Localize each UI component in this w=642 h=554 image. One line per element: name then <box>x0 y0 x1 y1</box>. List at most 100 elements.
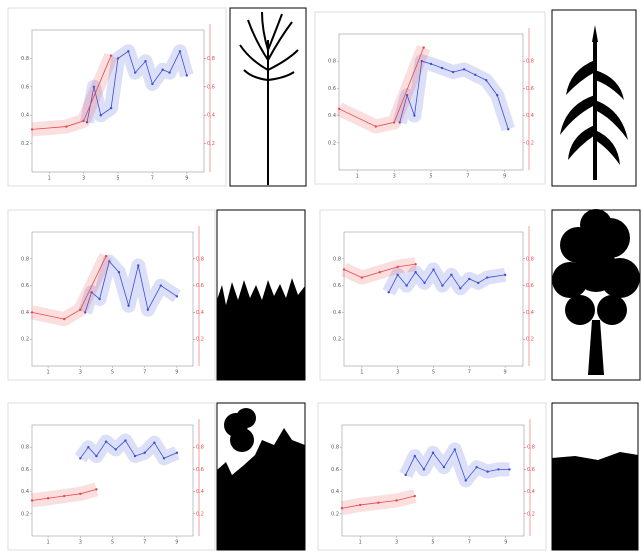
data-point <box>475 466 477 468</box>
y2-tick-label: 0.6 <box>527 467 535 473</box>
y2-tick-label: 0.6 <box>196 467 204 473</box>
y-tick-label: 0.4 <box>333 310 341 316</box>
x-tick-label: 1 <box>359 540 362 546</box>
x-tick-label: 5 <box>116 176 119 182</box>
x-tick-label: 9 <box>503 174 506 180</box>
y2-tick-label: 0.2 <box>527 511 535 517</box>
data-point <box>338 108 340 110</box>
data-point <box>393 121 395 123</box>
x-tick-label: 3 <box>396 370 399 376</box>
x-tick-label: 9 <box>185 176 188 182</box>
data-point <box>414 455 416 457</box>
data-point <box>423 282 425 284</box>
x-tick-label: 9 <box>504 540 507 546</box>
x-tick-label: 1 <box>47 540 50 546</box>
data-point <box>100 114 102 116</box>
x-tick-label: 7 <box>151 176 154 182</box>
data-point <box>31 128 33 130</box>
data-point <box>79 309 81 311</box>
y2-tick-label: 0.6 <box>526 283 534 289</box>
data-point <box>65 125 67 127</box>
data-point <box>87 446 89 448</box>
data-point <box>508 468 510 470</box>
y-tick-label: 0.8 <box>331 445 339 451</box>
y-tick-label: 0.6 <box>331 467 339 473</box>
data-point <box>459 287 461 289</box>
data-point <box>395 499 397 501</box>
y2-tick-label: 0.2 <box>196 337 204 343</box>
data-point <box>134 71 136 73</box>
data-point <box>31 311 33 313</box>
data-point <box>341 507 343 509</box>
data-point <box>454 448 456 450</box>
y2-tick-label: 0.4 <box>526 310 534 316</box>
data-point <box>343 268 345 270</box>
data-point <box>176 295 178 297</box>
y2-tick-label: 0.4 <box>196 489 204 495</box>
data-point <box>163 457 165 459</box>
x-tick-label: 7 <box>143 540 146 546</box>
data-point <box>186 74 188 76</box>
x-tick-label: 7 <box>468 370 471 376</box>
data-point <box>82 120 84 122</box>
x-tick-label: 3 <box>79 540 82 546</box>
data-point <box>474 74 476 76</box>
y2-tick-label: 0.4 <box>526 113 534 119</box>
data-point <box>379 271 381 273</box>
data-point <box>432 268 434 270</box>
data-point <box>450 274 452 276</box>
data-point <box>124 439 126 441</box>
plot-frame <box>315 12 545 184</box>
x-tick-label: 3 <box>82 176 85 182</box>
y2-tick-label: 0.2 <box>526 337 534 343</box>
data-point <box>137 264 139 266</box>
y-tick-label: 0.6 <box>328 86 336 92</box>
data-point <box>414 263 416 265</box>
y2-tick-label: 0.6 <box>196 283 204 289</box>
data-point <box>375 125 377 127</box>
y-tick-label: 0.2 <box>333 337 341 343</box>
data-point <box>105 255 107 257</box>
y2-tick-label: 0.2 <box>207 141 215 147</box>
x-tick-label: 7 <box>143 370 146 376</box>
y-tick-label: 0.6 <box>21 84 29 90</box>
data-point <box>105 440 107 442</box>
data-point <box>361 276 363 278</box>
data-point <box>95 488 97 490</box>
data-point <box>497 468 499 470</box>
x-tick-label: 7 <box>466 174 469 180</box>
data-point <box>118 271 120 273</box>
data-point <box>496 94 498 96</box>
y2-tick-label: 0.6 <box>526 86 534 92</box>
x-tick-label: 3 <box>79 370 82 376</box>
y-tick-label: 0.8 <box>21 256 29 262</box>
y2-tick-label: 0.8 <box>527 445 535 451</box>
data-point <box>468 278 470 280</box>
y-tick-label: 0.6 <box>21 467 29 473</box>
y2-tick-label: 0.8 <box>526 59 534 65</box>
y2-tick-label: 0.8 <box>526 256 534 262</box>
data-point <box>144 60 146 62</box>
plot-frame <box>8 210 215 380</box>
data-point <box>31 499 33 501</box>
data-point <box>486 470 488 472</box>
x-tick-label: 5 <box>111 540 114 546</box>
data-point <box>162 69 164 71</box>
data-point <box>151 83 153 85</box>
y-tick-label: 0.4 <box>328 113 336 119</box>
data-point <box>504 274 506 276</box>
x-tick-label: 1 <box>360 370 363 376</box>
data-point <box>110 54 112 56</box>
data-point <box>441 67 443 69</box>
x-tick-label: 5 <box>111 370 114 376</box>
y2-tick-label: 0.4 <box>207 113 215 119</box>
data-point <box>63 495 65 497</box>
y2-tick-label: 0.8 <box>196 445 204 451</box>
y2-tick-label: 0.4 <box>527 489 535 495</box>
data-point <box>127 50 129 52</box>
data-point <box>405 474 407 476</box>
x-tick-label: 1 <box>356 174 359 180</box>
data-point <box>463 68 465 70</box>
x-tick-label: 9 <box>504 370 507 376</box>
data-point <box>441 284 443 286</box>
